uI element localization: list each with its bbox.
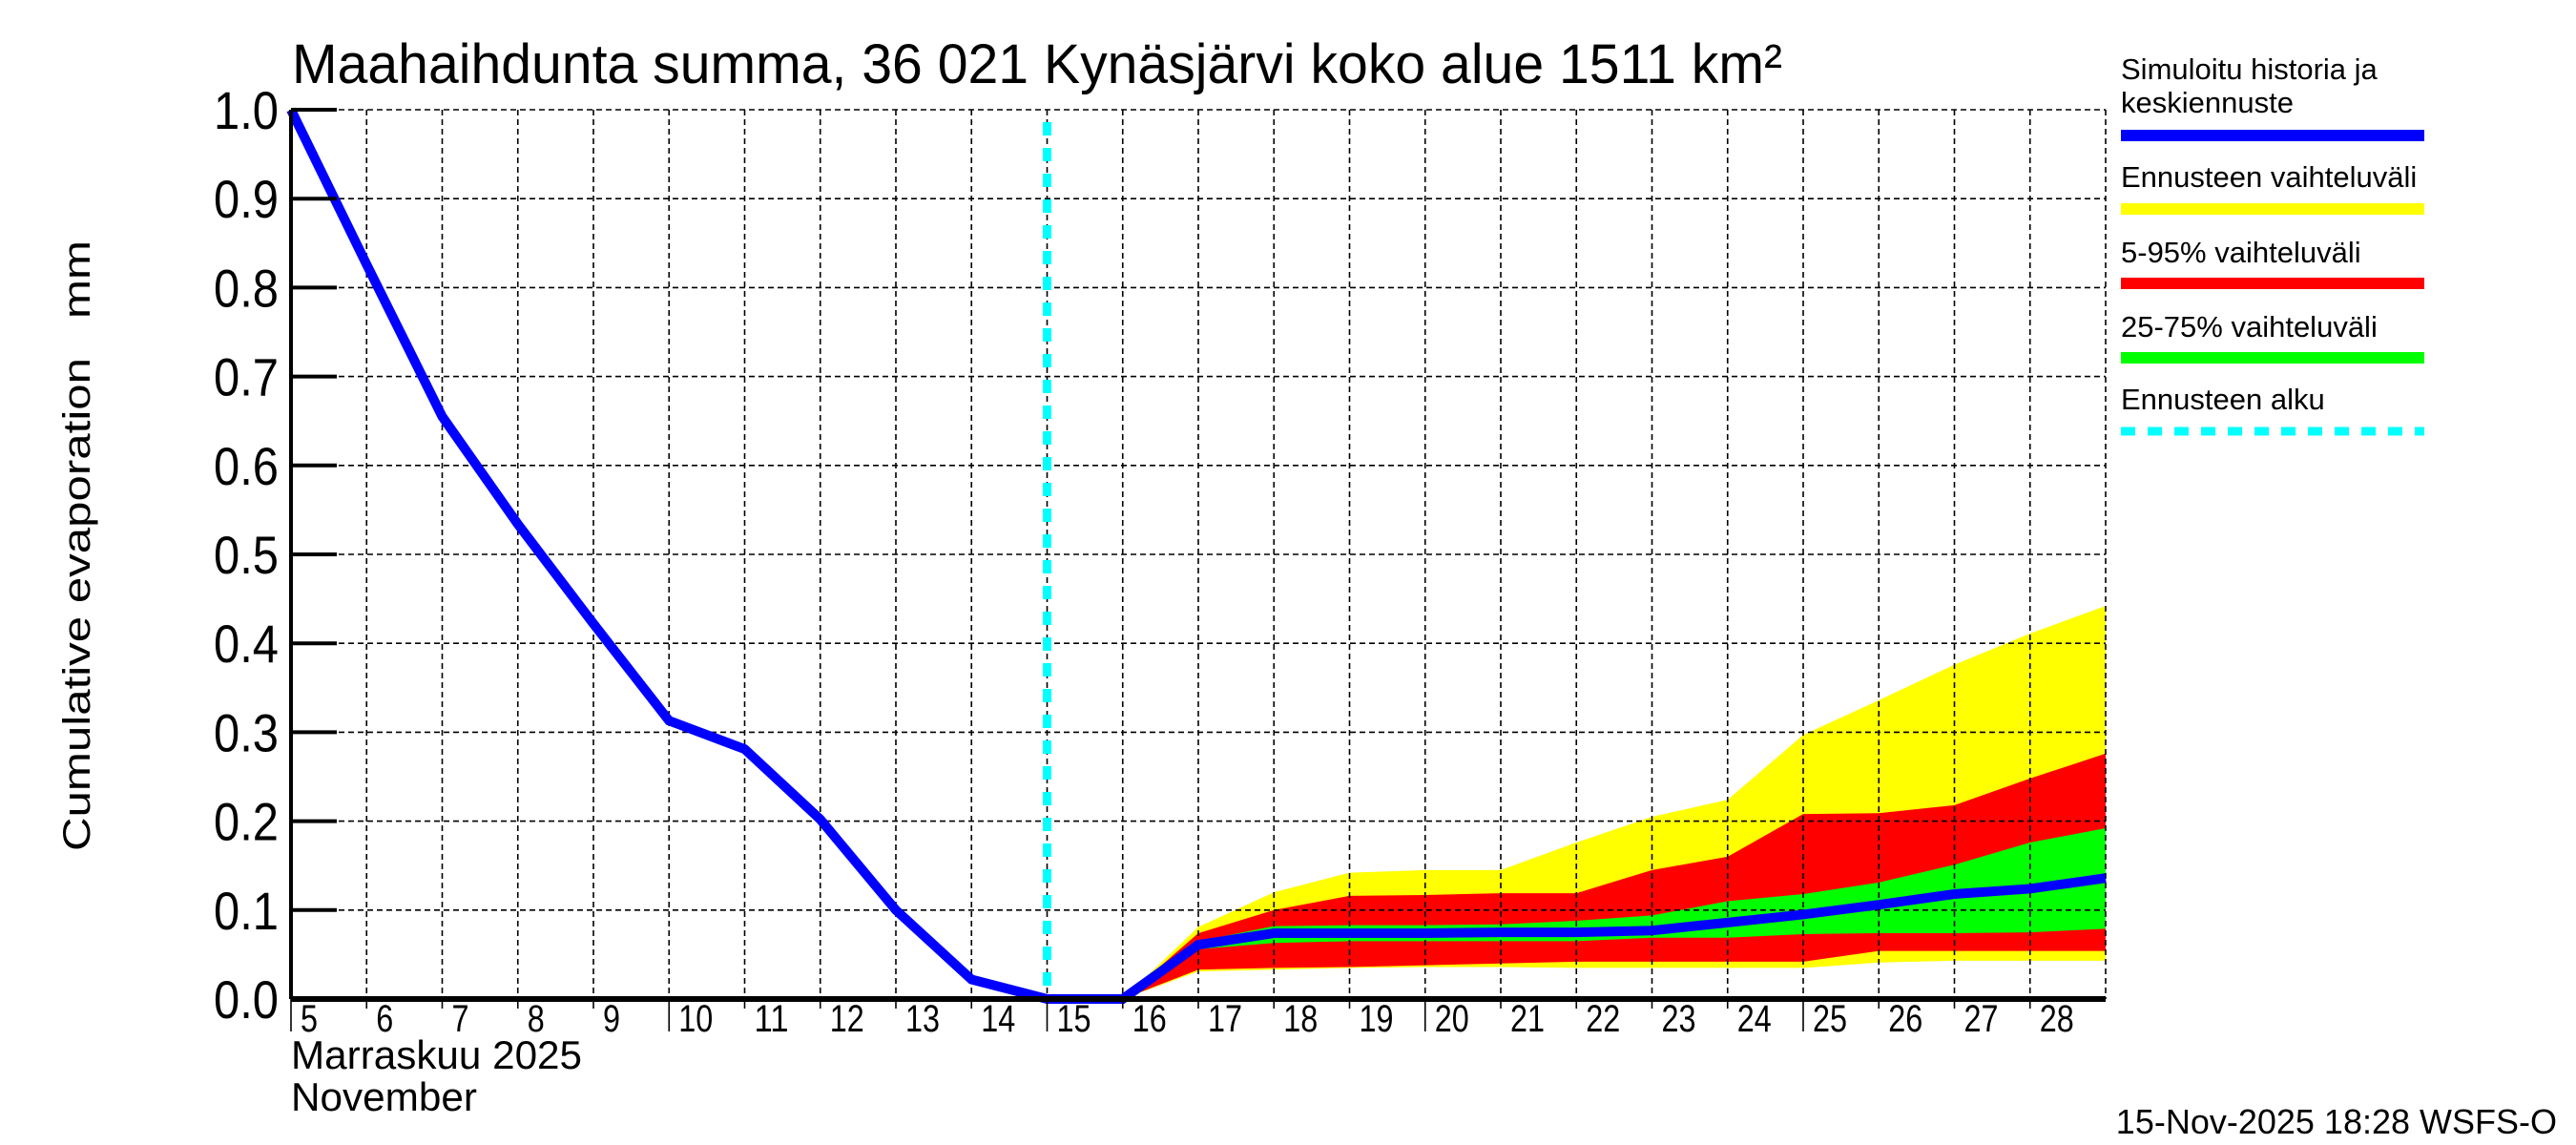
x-tick-label: 18 [1283, 998, 1318, 1040]
x-tick-label: 20 [1435, 998, 1469, 1040]
y-tick-label: 1.0 [214, 80, 279, 140]
axes-layer: 0.0 0.1 0.2 0.3 0.4 0.5 0.6 0.7 0.8 0.9 1.0 5 6 7 8 9 10… [214, 80, 2106, 1040]
x-tick-label: 10 [678, 998, 713, 1040]
x-tick-label: 27 [1964, 998, 1999, 1040]
x-tick-label: 17 [1208, 998, 1242, 1040]
x-tick-label: 12 [830, 998, 864, 1040]
legend-label: 25-75% vaihteluväli [2121, 310, 2378, 344]
median-line [286, 107, 2107, 1004]
legend-label: Simuloitu historia ja [2121, 52, 2379, 86]
legend-label: 5-95% vaihteluväli [2121, 236, 2361, 269]
x-axis-label-finnish: Marraskuu 2025 [291, 1032, 582, 1077]
x-tick-label: 7 [452, 998, 469, 1040]
chart-title: Maahaihdunta summa, 36 021 Kynäsjärvi ko… [292, 33, 1782, 95]
x-tick-label: 15 [1057, 998, 1091, 1040]
x-tick-label: 11 [755, 998, 789, 1040]
x-tick-label: 24 [1737, 998, 1772, 1040]
x-tick-label: 6 [376, 998, 393, 1040]
y-tick-label: 0.6 [214, 436, 279, 496]
x-tick-label: 21 [1510, 998, 1545, 1040]
x-tick-label: 9 [603, 998, 620, 1040]
x-tick-label: 14 [981, 998, 1015, 1040]
y-tick-label: 0.5 [214, 525, 279, 585]
x-tick-label: 26 [1888, 998, 1922, 1040]
legend-label: Ennusteen vaihteluväli [2121, 160, 2417, 194]
x-axis-label-english: November [291, 1074, 477, 1119]
legend-label: keskiennuste [2121, 86, 2294, 119]
x-tick-label: 19 [1360, 998, 1394, 1040]
lines-layer [286, 107, 2107, 1004]
x-tick-label: 8 [528, 998, 545, 1040]
y-tick-label: 0.3 [214, 702, 279, 762]
x-tick-label: 5 [301, 998, 318, 1040]
grid-layer [291, 109, 2107, 999]
y-tick-label: 0.8 [214, 258, 279, 318]
y-axis-label: Cumulative evaporation mm [56, 240, 98, 851]
x-tick-label: 25 [1813, 998, 1847, 1040]
legend-label: Ennusteen alku [2121, 383, 2325, 416]
band-3 [1122, 828, 2106, 999]
y-tick-label: 0.9 [214, 169, 279, 229]
x-tick-label: 16 [1132, 998, 1167, 1040]
y-tick-label: 0.0 [214, 969, 279, 1030]
bands-layer [1122, 606, 2106, 999]
y-tick-label: 0.1 [214, 881, 279, 941]
y-tick-label: 0.4 [214, 614, 279, 674]
x-tick-label: 28 [2040, 998, 2074, 1040]
x-tick-label: 22 [1586, 998, 1620, 1040]
x-tick-label: 23 [1662, 998, 1696, 1040]
y-tick-label: 0.7 [214, 347, 279, 407]
x-tick-label: 13 [905, 998, 940, 1040]
y-tick-label: 0.2 [214, 792, 279, 852]
footer-timestamp: 15-Nov-2025 18:28 WSFS-O [2116, 1102, 2557, 1141]
